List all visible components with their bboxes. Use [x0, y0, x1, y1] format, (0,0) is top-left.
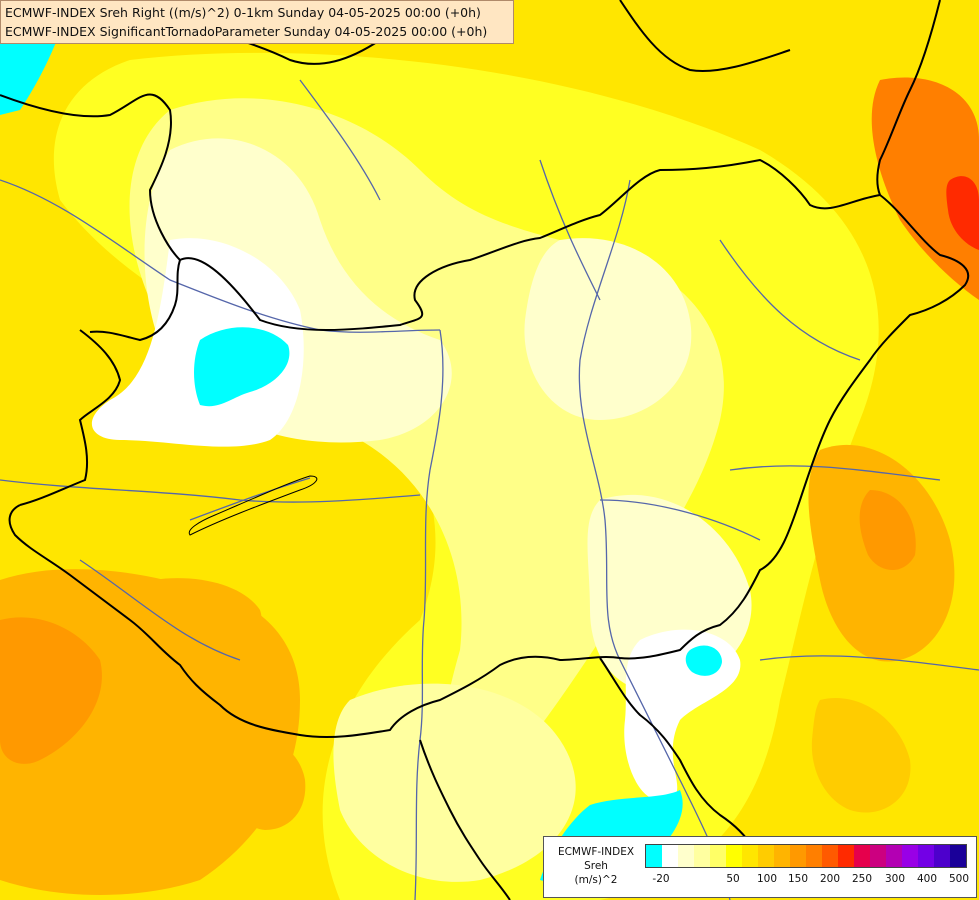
legend-model: ECMWF-INDEX: [557, 846, 635, 858]
legend-swatch: [726, 845, 742, 867]
legend-swatch: [838, 845, 854, 867]
legend-tick-label: 400: [916, 873, 938, 885]
legend-swatch: [790, 845, 806, 867]
legend-tick-label: 500: [948, 873, 970, 885]
legend-tick-label: 200: [819, 873, 841, 885]
field-cyan-area-east: [685, 645, 722, 676]
legend-label: ECMWF-INDEX Sreh (m/s)^2: [548, 845, 644, 887]
field-orange-area-southeast: [811, 698, 911, 813]
legend-swatch: [806, 845, 822, 867]
legend-unit: (m/s)^2: [574, 874, 618, 886]
map-title-line-2: ECMWF-INDEX SignificantTornadoParameter …: [5, 24, 488, 39]
legend-swatch: [678, 845, 694, 867]
field-orange-area-east-inner: [859, 490, 916, 570]
legend-swatch: [662, 845, 678, 867]
map-title-line-1: ECMWF-INDEX Sreh Right ((m/s)^2) 0-1km S…: [5, 5, 481, 20]
legend-swatch: [854, 845, 870, 867]
color-legend: ECMWF-INDEX Sreh (m/s)^2 -20 50 100 150 200 2…: [543, 836, 977, 898]
field-pale-area-southwest: [333, 683, 576, 882]
legend-swatch: [694, 845, 710, 867]
field-orange-area-southwest: [130, 578, 262, 644]
field-orange-area-west-inner: [0, 617, 102, 764]
legend-tick-label: 250: [851, 873, 873, 885]
legend-swatch: [902, 845, 918, 867]
legend-swatch: [710, 845, 726, 867]
map-title-box: ECMWF-INDEX Sreh Right ((m/s)^2) 0-1km S…: [0, 0, 514, 44]
legend-tick-label: 150: [787, 873, 809, 885]
legend-tick-label: 300: [884, 873, 906, 885]
legend-color-scale: [645, 844, 967, 868]
legend-swatch: [742, 845, 758, 867]
legend-swatch: [918, 845, 934, 867]
legend-swatch: [774, 845, 790, 867]
legend-parameter: Sreh: [584, 860, 608, 872]
legend-tick-label: 100: [756, 873, 778, 885]
field-pale-area-east: [524, 238, 692, 420]
field-cyan-area-north: [194, 327, 290, 407]
field-white-area: [91, 238, 304, 447]
field-red-area-northeast: [946, 176, 979, 250]
field-orange-area-south: [229, 737, 306, 830]
legend-swatch: [934, 845, 950, 867]
legend-swatch: [886, 845, 902, 867]
legend-swatch: [870, 845, 886, 867]
legend-tick-labels: -2050100150200250300400500700: [645, 873, 975, 889]
legend-tick-label: -20: [652, 873, 670, 885]
field-orange-area-northeast: [871, 77, 979, 300]
legend-tick-label: 50: [726, 873, 740, 885]
legend-swatch: [758, 845, 774, 867]
legend-swatch: [822, 845, 838, 867]
legend-swatch: [950, 845, 966, 867]
lake-outline: [188, 475, 318, 536]
legend-swatch: [646, 845, 662, 867]
